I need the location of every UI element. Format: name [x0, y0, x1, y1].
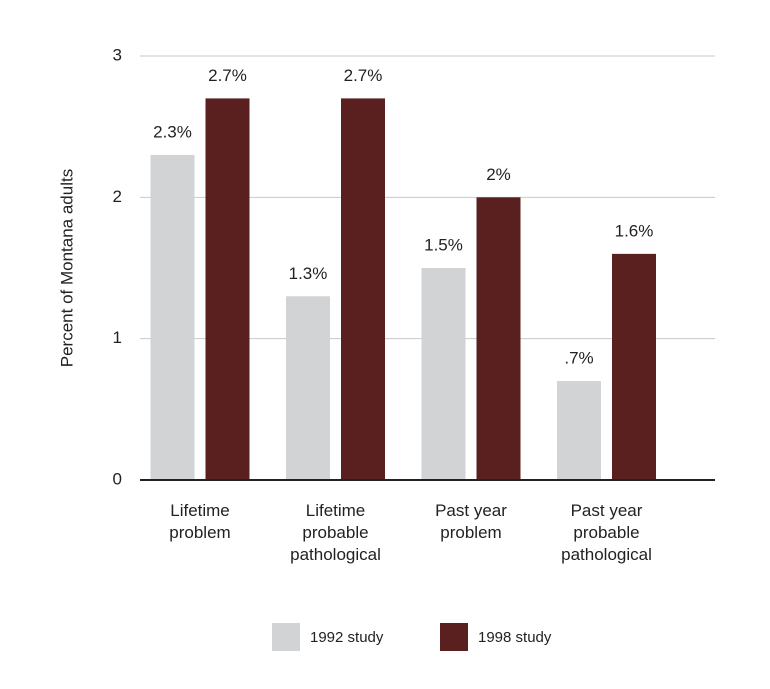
y-tick-label: 0	[113, 469, 122, 488]
x-tick-label: Past year probable pathological	[561, 501, 652, 564]
data-label: 2.7%	[208, 66, 247, 85]
y-tick-label: 1	[113, 328, 122, 347]
legend-swatch	[272, 623, 300, 651]
data-label: 1.3%	[289, 264, 328, 283]
bar	[476, 197, 521, 481]
bar	[150, 154, 195, 480]
data-label: 2.7%	[344, 66, 383, 85]
legend-label: 1998 study	[478, 629, 552, 646]
bar	[286, 296, 330, 480]
data-label: 2%	[486, 165, 511, 184]
bar	[341, 98, 385, 481]
legend-swatch	[440, 623, 468, 651]
x-tick-label: Lifetime problem	[169, 501, 231, 542]
bar	[421, 268, 466, 480]
y-tick-label: 3	[113, 45, 122, 64]
x-tick-label: Past year problem	[435, 501, 507, 542]
data-label: 1.6%	[615, 221, 654, 240]
y-axis-label: Percent of Montana adults	[57, 169, 76, 367]
bar	[205, 98, 250, 481]
y-tick-label: 2	[113, 187, 122, 206]
data-label: .7%	[564, 349, 593, 368]
bar	[612, 253, 656, 480]
x-tick-label: Lifetime probable pathological	[290, 501, 381, 564]
legend-label: 1992 study	[310, 629, 384, 646]
data-label: 2.3%	[153, 122, 192, 141]
bar	[557, 381, 601, 480]
data-label: 1.5%	[424, 235, 463, 254]
